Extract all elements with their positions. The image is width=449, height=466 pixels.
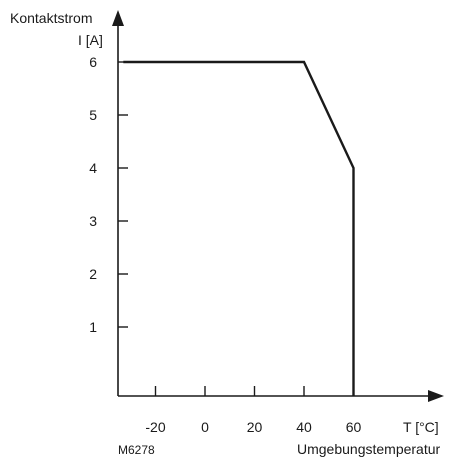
x-tick-label: -20: [145, 419, 165, 435]
y-tick-label: 4: [89, 160, 97, 176]
y-axis-unit: I [A]: [78, 32, 103, 48]
y-tick-label: 3: [89, 213, 97, 229]
x-tick-label: 60: [346, 419, 362, 435]
y-axis-label: Kontaktstrom: [10, 10, 92, 26]
x-axis-arrow-icon: [428, 390, 444, 402]
x-axis-label: Umgebungstemperatur: [297, 441, 441, 457]
x-tick-label: 40: [296, 419, 312, 435]
x-axis-unit: T [°C]: [403, 419, 439, 435]
y-tick-label: 6: [89, 54, 97, 70]
y-axis-arrow-icon: [112, 10, 124, 26]
figure-code: M6278: [118, 443, 155, 457]
x-tick-label: 0: [201, 419, 209, 435]
series-line: [123, 60, 355, 396]
y-tick-label: 5: [89, 107, 97, 123]
y-tick-label: 2: [89, 266, 97, 282]
x-tick-label: 20: [247, 419, 263, 435]
y-tick-label: 1: [89, 319, 97, 335]
